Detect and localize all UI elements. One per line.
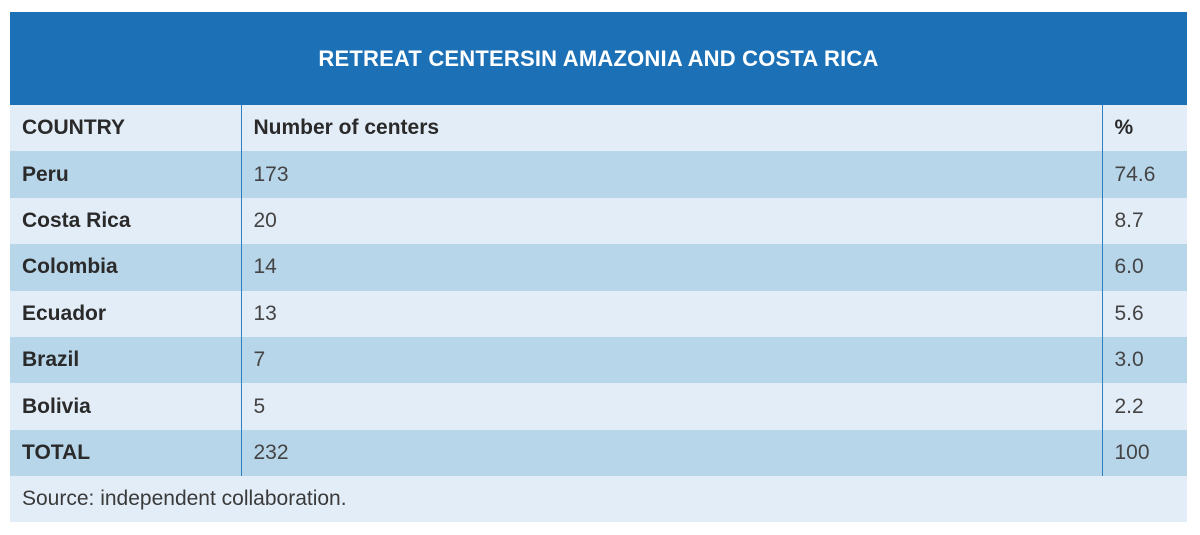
row-centers: 7 bbox=[240, 336, 1102, 384]
row-country: Costa Rica bbox=[10, 197, 241, 245]
table-header-row: COUNTRY Number of centers % bbox=[10, 105, 1187, 152]
header-country: COUNTRY bbox=[10, 105, 241, 152]
table-total-row: TOTAL 232 100 bbox=[10, 429, 1187, 477]
row-country: Peru bbox=[10, 151, 241, 198]
retreat-centers-table-card: RETREAT CENTERSIN AMAZONIA AND COSTA RIC… bbox=[10, 12, 1187, 523]
row-percent: 2.2 bbox=[1101, 383, 1187, 430]
table-row: Brazil 7 3.0 bbox=[10, 336, 1187, 384]
row-centers: 13 bbox=[240, 290, 1102, 337]
row-percent: 74.6 bbox=[1101, 151, 1187, 198]
header-number-of-centers: Number of centers bbox=[240, 105, 1102, 152]
source-note: Source: independent collaboration. bbox=[10, 476, 1187, 523]
row-percent: 3.0 bbox=[1101, 336, 1187, 384]
row-percent: 6.0 bbox=[1101, 244, 1187, 291]
row-centers: 20 bbox=[240, 197, 1102, 245]
row-centers: 14 bbox=[240, 244, 1102, 291]
table-row: Colombia 14 6.0 bbox=[10, 244, 1187, 291]
total-label: TOTAL bbox=[10, 429, 241, 477]
table-row: Costa Rica 20 8.7 bbox=[10, 197, 1187, 245]
total-centers: 232 bbox=[240, 429, 1102, 477]
row-country: Ecuador bbox=[10, 290, 241, 337]
row-country: Colombia bbox=[10, 244, 241, 291]
row-percent: 8.7 bbox=[1101, 197, 1187, 245]
table-row: Ecuador 13 5.6 bbox=[10, 290, 1187, 337]
row-centers: 5 bbox=[240, 383, 1102, 430]
table-title: RETREAT CENTERSIN AMAZONIA AND COSTA RIC… bbox=[10, 12, 1187, 105]
retreat-centers-table: COUNTRY Number of centers % Peru 173 74.… bbox=[10, 105, 1187, 477]
row-country: Brazil bbox=[10, 336, 241, 384]
row-country: Bolivia bbox=[10, 383, 241, 430]
row-centers: 173 bbox=[240, 151, 1102, 198]
row-percent: 5.6 bbox=[1101, 290, 1187, 337]
table-row: Bolivia 5 2.2 bbox=[10, 383, 1187, 430]
header-percent: % bbox=[1101, 105, 1187, 152]
table-row: Peru 173 74.6 bbox=[10, 151, 1187, 198]
total-percent: 100 bbox=[1101, 429, 1187, 477]
